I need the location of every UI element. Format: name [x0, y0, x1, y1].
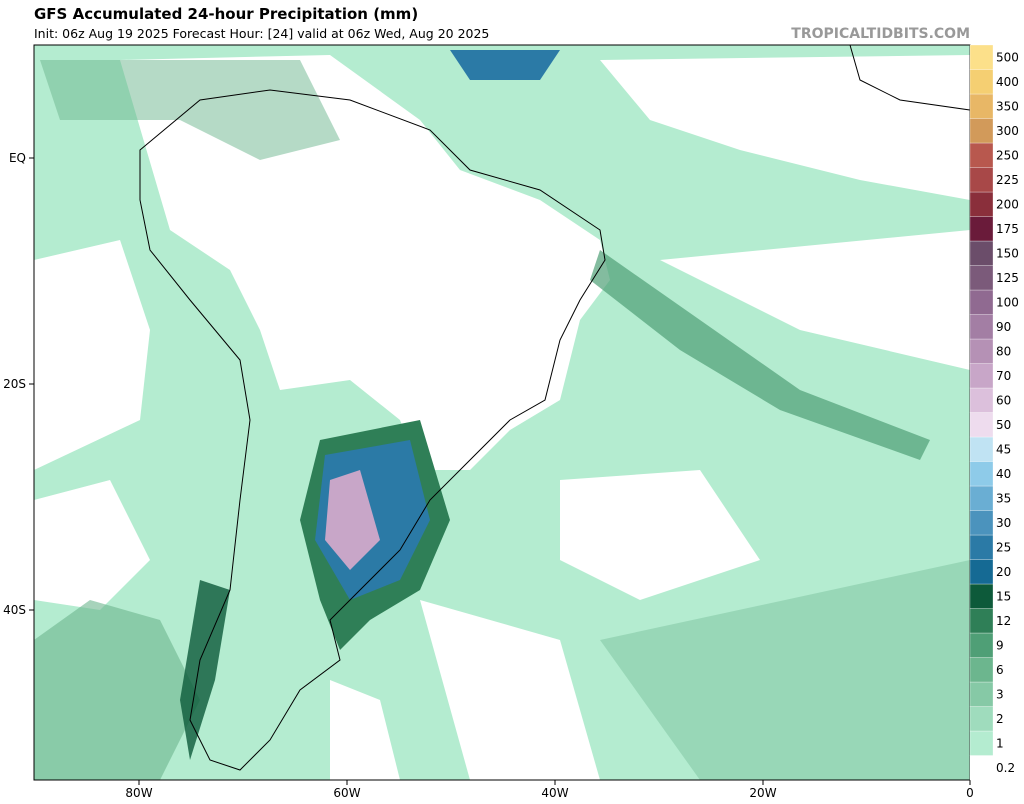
colorbar-swatch — [969, 142, 994, 168]
colorbar-swatch — [969, 118, 994, 144]
lon-label: 60W — [333, 786, 360, 800]
colorbar-label: 150 — [996, 246, 1019, 260]
colorbar-swatch — [969, 412, 994, 438]
colorbar-swatch — [969, 69, 994, 95]
lon-label: 80W — [125, 786, 152, 800]
lon-label: 0 — [966, 786, 974, 800]
colorbar-swatch — [969, 657, 994, 683]
colorbar-label: 400 — [996, 75, 1019, 89]
axes: 80W 60W 40W 20W 0 EQ 20S 40S — [3, 151, 974, 800]
colorbar-swatch — [969, 44, 994, 70]
colorbar-label: 25 — [996, 540, 1011, 554]
colorbar-swatch — [969, 730, 994, 756]
colorbar-swatch — [969, 755, 994, 781]
colorbar-swatch — [969, 240, 994, 266]
colorbar-label: 12 — [996, 614, 1011, 628]
lon-label: 20W — [749, 786, 776, 800]
lat-label: 20S — [3, 377, 26, 391]
colorbar-label: 500 — [996, 50, 1019, 64]
colorbar-swatch — [969, 338, 994, 364]
map — [33, 44, 971, 781]
colorbar-label: 350 — [996, 99, 1019, 113]
colorbar-label: 60 — [996, 393, 1011, 407]
colorbar-label: 175 — [996, 222, 1019, 236]
lon-label: 40W — [541, 786, 568, 800]
colorbar-swatch — [969, 559, 994, 585]
colorbar-label: 35 — [996, 491, 1011, 505]
colorbar-label: 9 — [996, 638, 1004, 652]
colorbar-label: 250 — [996, 148, 1019, 162]
lat-label: 40S — [3, 603, 26, 617]
colorbar-label: 0.2 — [996, 761, 1015, 775]
colorbar-label: 3 — [996, 687, 1004, 701]
colorbar-label: 200 — [996, 197, 1019, 211]
colorbar-swatch — [969, 583, 994, 609]
colorbar-label: 40 — [996, 467, 1011, 481]
colorbar-label: 100 — [996, 295, 1019, 309]
colorbar-swatch — [969, 461, 994, 487]
colorbar-swatch — [969, 363, 994, 389]
colorbar-swatch — [969, 681, 994, 707]
colorbar-swatch — [969, 510, 994, 536]
colorbar-label: 30 — [996, 516, 1011, 530]
colorbar-label: 90 — [996, 320, 1011, 334]
colorbar-label: 45 — [996, 442, 1011, 456]
colorbar-swatch — [969, 93, 994, 119]
colorbar-label: 6 — [996, 663, 1004, 677]
colorbar-swatch — [969, 706, 994, 732]
colorbar-swatch — [969, 191, 994, 217]
colorbar-label: 225 — [996, 173, 1019, 187]
colorbar: 0.21236912152025303540455060708090100125… — [969, 44, 1019, 781]
colorbar-label: 80 — [996, 344, 1011, 358]
colorbar-swatch — [969, 485, 994, 511]
colorbar-swatch — [969, 608, 994, 634]
colorbar-label: 50 — [996, 418, 1011, 432]
colorbar-label: 300 — [996, 124, 1019, 138]
colorbar-label: 125 — [996, 271, 1019, 285]
colorbar-swatch — [969, 289, 994, 315]
colorbar-label: 70 — [996, 369, 1011, 383]
colorbar-swatch — [969, 387, 994, 413]
colorbar-swatch — [969, 216, 994, 242]
lat-label: EQ — [9, 151, 26, 165]
title: GFS Accumulated 24-hour Precipitation (m… — [34, 5, 418, 23]
colorbar-swatch — [969, 436, 994, 462]
colorbar-label: 15 — [996, 589, 1011, 603]
colorbar-label: 20 — [996, 565, 1011, 579]
colorbar-swatch — [969, 534, 994, 560]
subtitle: Init: 06z Aug 19 2025 Forecast Hour: [24… — [34, 26, 489, 41]
colorbar-swatch — [969, 167, 994, 193]
colorbar-label: 1 — [996, 736, 1004, 750]
colorbar-swatch — [969, 265, 994, 291]
watermark: TROPICALTIDBITS.COM — [791, 26, 970, 42]
colorbar-swatch — [969, 314, 994, 340]
colorbar-label: 2 — [996, 712, 1004, 726]
colorbar-swatch — [969, 632, 994, 658]
